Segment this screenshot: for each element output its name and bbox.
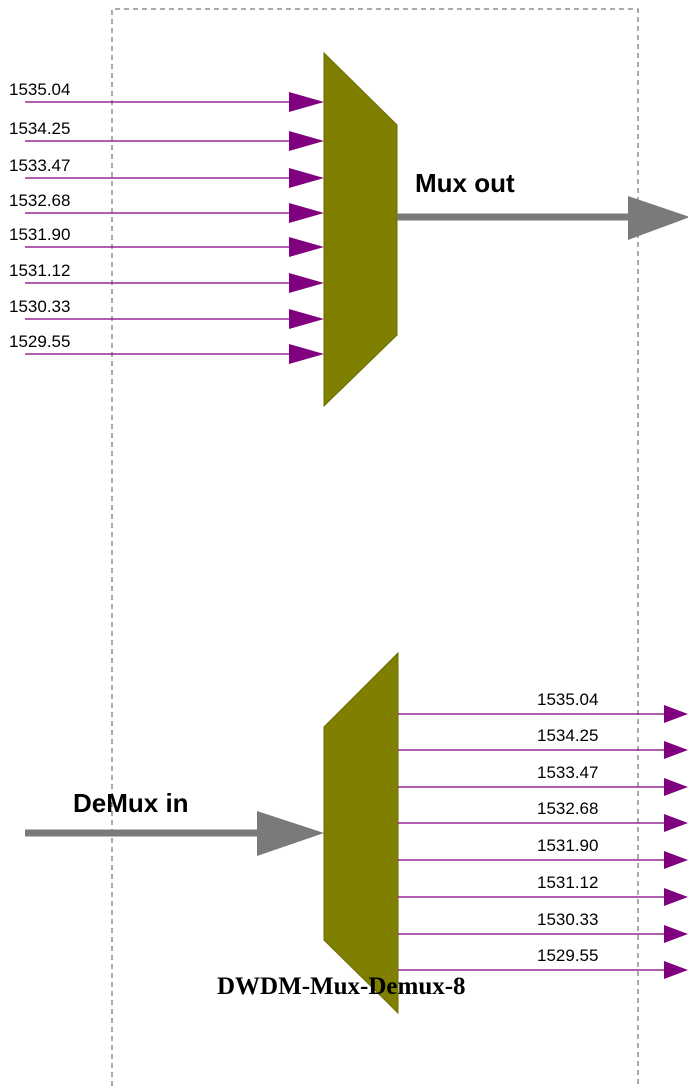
mux-channel-label: 1531.90 <box>9 225 70 244</box>
mux-channel: 1533.47 <box>9 156 324 188</box>
mux-output-arrow <box>628 196 688 240</box>
mux-channel-arrow <box>289 344 324 364</box>
mux-channel-arrow <box>289 131 324 151</box>
demux-channel: 1529.55 <box>398 946 688 979</box>
mux-channel-arrow <box>289 309 324 329</box>
demux-channel: 1532.68 <box>398 799 688 832</box>
mux-channel-arrow <box>289 237 324 257</box>
mux-input-channels: 1535.04 1534.25 1533.47 1532.68 1531.90 1531.… <box>9 80 324 364</box>
demux-channel: 1531.90 <box>398 836 688 869</box>
mux-channel-label: 1534.25 <box>9 119 70 138</box>
demux-channel-label: 1530.33 <box>537 910 598 929</box>
demux-channel-label: 1534.25 <box>537 726 598 745</box>
mux-channel-label: 1532.68 <box>9 191 70 210</box>
mux-block <box>323 51 398 408</box>
demux-channel: 1533.47 <box>398 763 688 796</box>
mux-channel-label: 1535.04 <box>9 80 70 99</box>
demux-block <box>323 651 399 1015</box>
mux-channel-arrow <box>289 273 324 293</box>
demux-channel: 1535.04 <box>398 690 688 723</box>
demux-channel: 1531.12 <box>398 873 688 906</box>
mux-channel: 1532.68 <box>9 191 324 223</box>
mux-output-label: Mux out <box>415 168 515 198</box>
demux-channel: 1534.25 <box>398 726 688 759</box>
mux-channel-arrow <box>289 203 324 223</box>
mux-channel: 1535.04 <box>9 80 324 112</box>
demux-channel-label: 1529.55 <box>537 946 598 965</box>
mux-channel-label: 1529.55 <box>9 332 70 351</box>
demux-channel-arrow <box>664 888 688 906</box>
demux-channel-label: 1531.90 <box>537 836 598 855</box>
demux-input-arrow <box>257 811 324 856</box>
mux-channel-label: 1533.47 <box>9 156 70 175</box>
demux-channel: 1530.33 <box>398 910 688 943</box>
mux-channel-label: 1530.33 <box>9 297 70 316</box>
mux-channel-arrow <box>289 168 324 188</box>
mux-channel: 1530.33 <box>9 297 324 329</box>
device-label: DWDM-Mux-Demux-8 <box>217 973 466 1000</box>
mux-channel-arrow <box>289 92 324 112</box>
mux-channel: 1529.55 <box>9 332 324 364</box>
demux-output-channels: 1535.04 1534.25 1533.47 1532.68 1531.90 1531.… <box>398 690 688 979</box>
mux-channel: 1531.12 <box>9 261 324 293</box>
mux-channel-label: 1531.12 <box>9 261 70 280</box>
demux-channel-label: 1535.04 <box>537 690 598 709</box>
demux-channel-label: 1533.47 <box>537 763 598 782</box>
demux-channel-label: 1532.68 <box>537 799 598 818</box>
demux-channel-arrow <box>664 961 688 979</box>
demux-input-label: DeMux in <box>73 788 189 818</box>
demux-channel-arrow <box>664 705 688 723</box>
demux-channel-arrow <box>664 741 688 759</box>
demux-channel-arrow <box>664 851 688 869</box>
mux-channel: 1531.90 <box>9 225 324 257</box>
demux-channel-arrow <box>664 778 688 796</box>
demux-channel-arrow <box>664 814 688 832</box>
demux-channel-arrow <box>664 925 688 943</box>
mux-channel: 1534.25 <box>9 119 324 151</box>
demux-channel-label: 1531.12 <box>537 873 598 892</box>
